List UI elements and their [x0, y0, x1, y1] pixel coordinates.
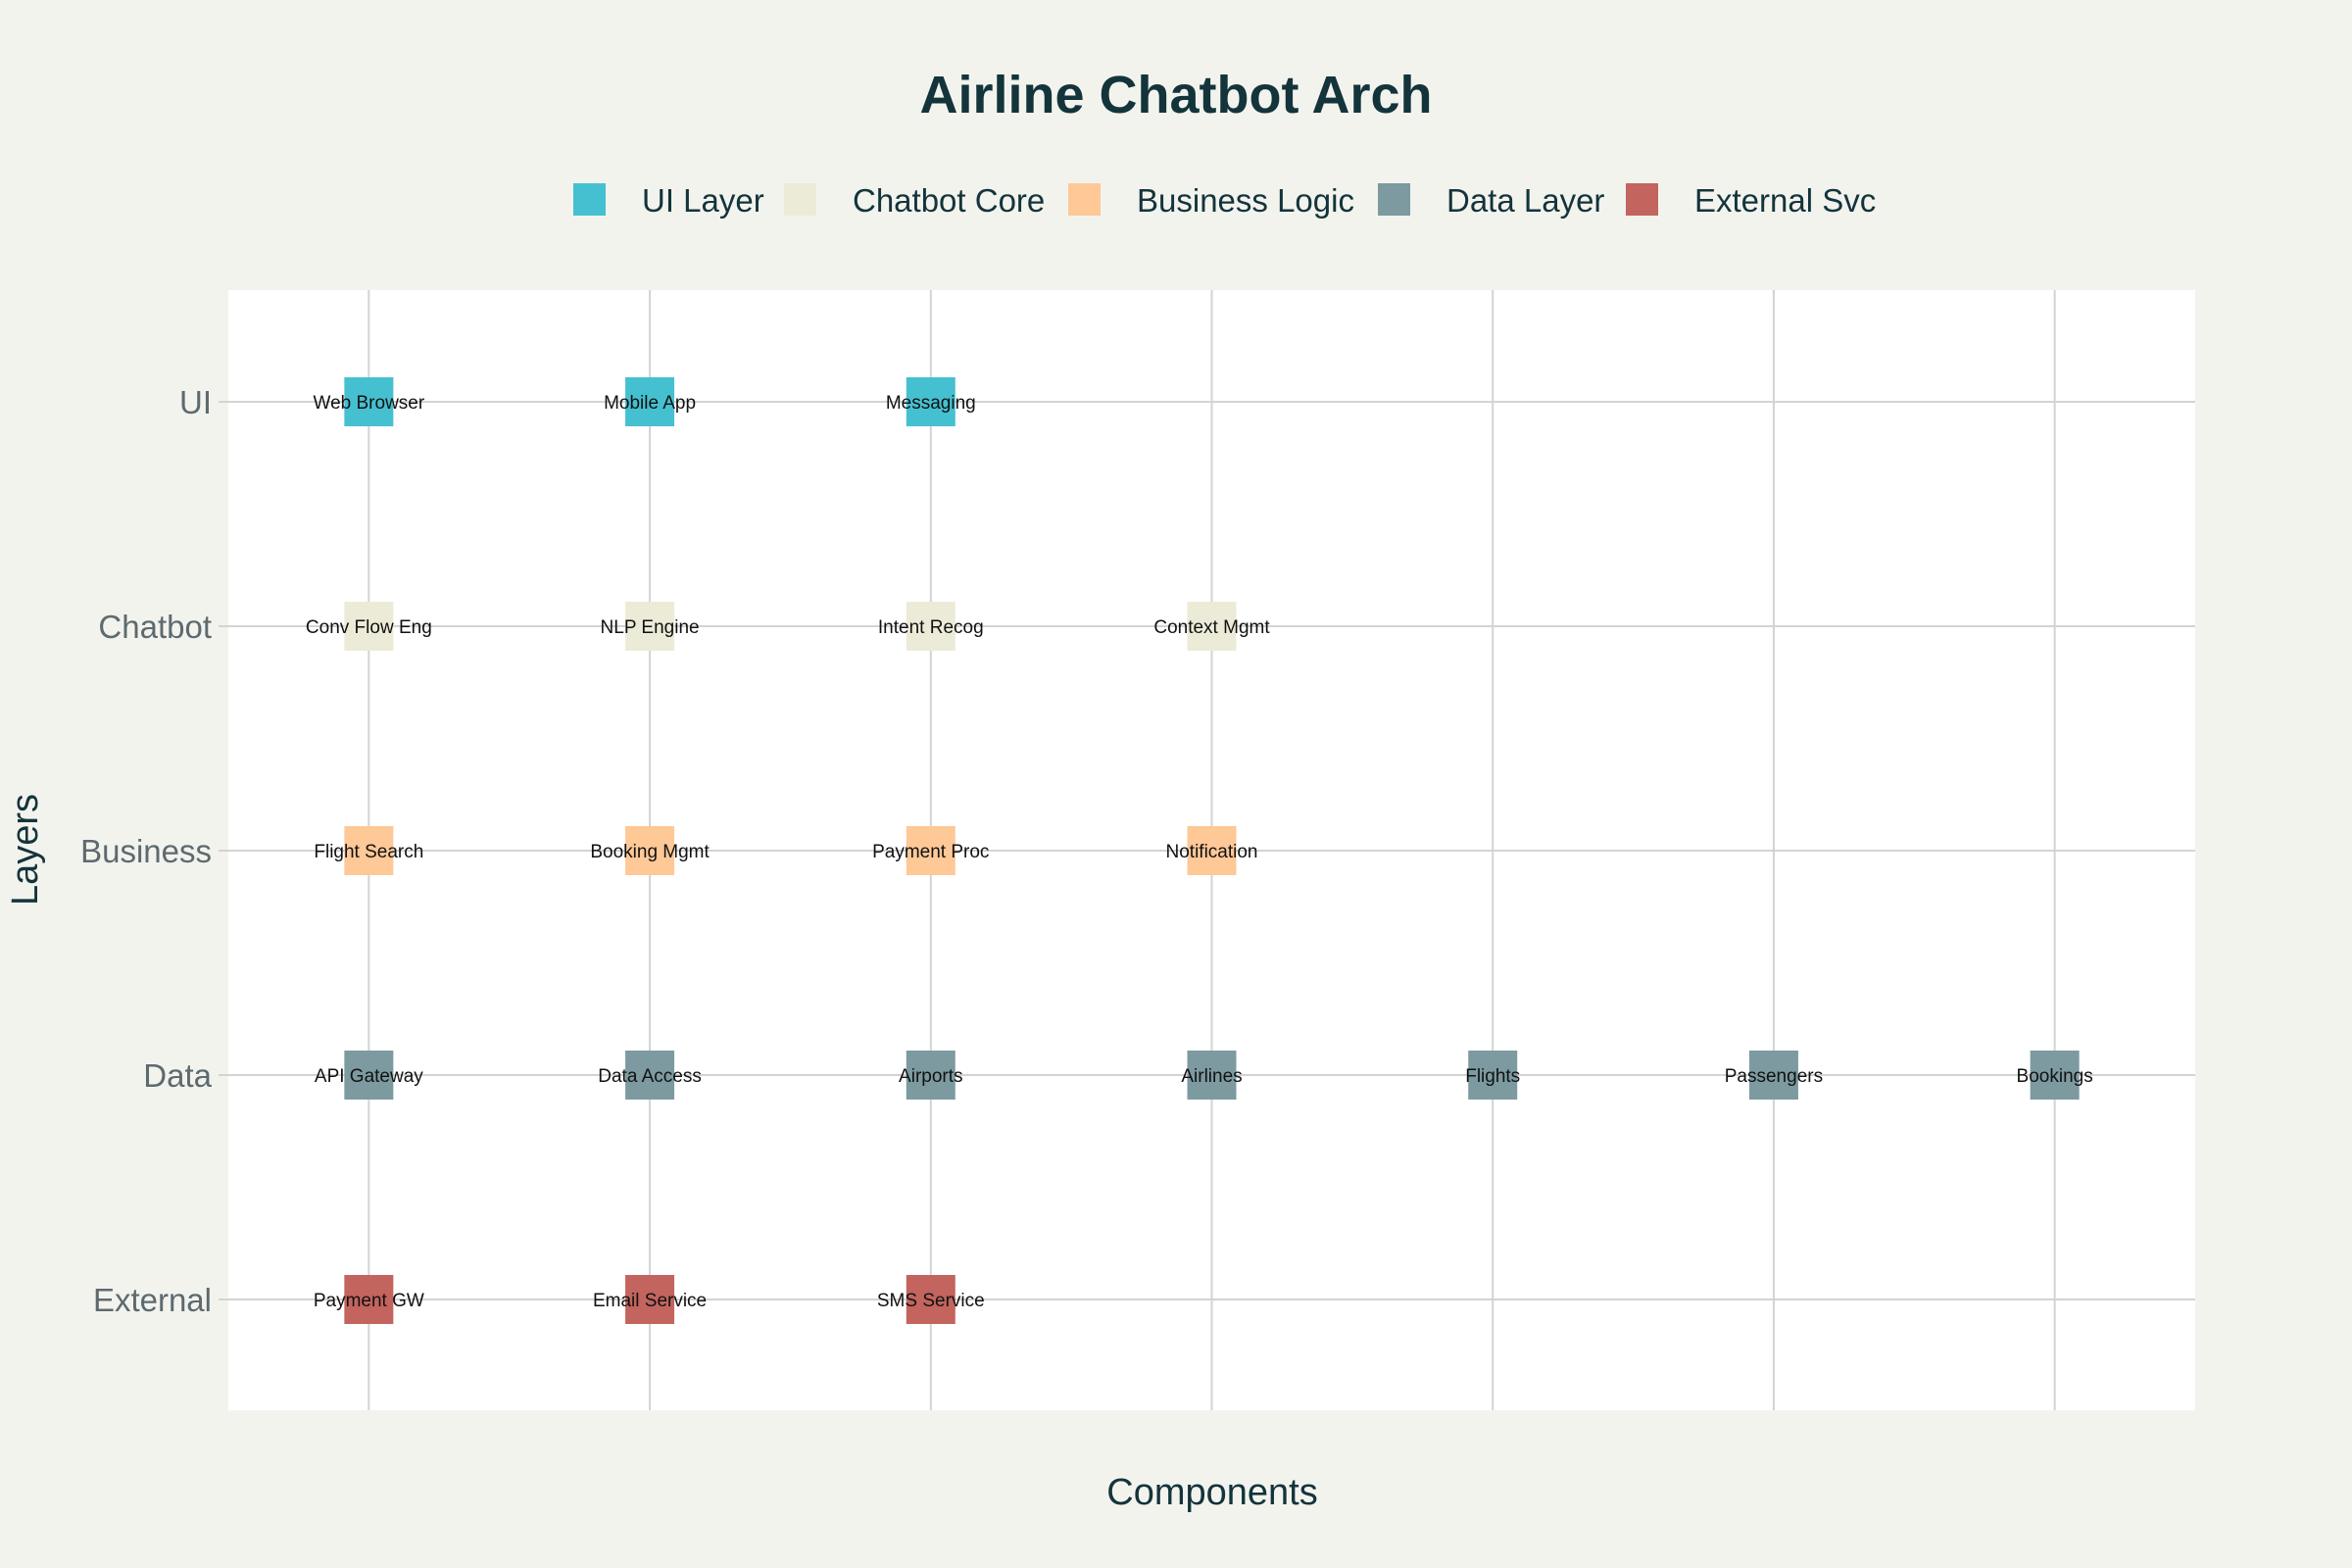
data-point-label: Context Mgmt	[1153, 617, 1270, 638]
legend-swatch[interactable]	[1626, 183, 1658, 216]
data-point[interactable]	[625, 1051, 675, 1100]
legend-item-label[interactable]: Chatbot Core	[853, 182, 1045, 219]
data-point-label: Intent Recog	[878, 617, 984, 638]
data-point-label: Payment Proc	[872, 842, 989, 862]
data-point-label: Airports	[899, 1066, 962, 1087]
data-point[interactable]	[906, 1051, 956, 1100]
legend-swatch[interactable]	[784, 183, 816, 216]
legend: UI Layer Chatbot Core Business Logic Data L…	[573, 182, 1876, 219]
data-point-label: Flights	[1465, 1066, 1520, 1087]
legend-swatch[interactable]	[1068, 183, 1101, 216]
legend-item-label[interactable]: External Svc	[1694, 182, 1876, 219]
data-point[interactable]	[906, 377, 956, 426]
legend-swatch[interactable]	[1378, 183, 1410, 216]
data-point-label: Bookings	[2017, 1066, 2093, 1087]
data-point[interactable]	[344, 1275, 394, 1324]
data-point[interactable]	[625, 1275, 675, 1324]
data-point[interactable]	[1748, 1051, 1798, 1100]
y-tick-label: Business	[80, 833, 212, 869]
legend-item-label[interactable]: Data Layer	[1446, 182, 1604, 219]
chart-title: Airline Chatbot Arch	[919, 66, 1432, 124]
data-point[interactable]	[344, 377, 394, 426]
data-point[interactable]	[1187, 826, 1237, 875]
data-point[interactable]	[344, 602, 394, 651]
data-point-label: Web Browser	[314, 393, 425, 414]
data-point-label: Payment GW	[314, 1291, 424, 1311]
data-point[interactable]	[1468, 1051, 1518, 1100]
data-point-label: API Gateway	[315, 1066, 423, 1087]
y-tick-label: Data	[143, 1057, 212, 1094]
data-point-label: Airlines	[1181, 1066, 1242, 1087]
data-marks: Web Browser Mobile App Messaging Conv Flow …	[306, 377, 2093, 1324]
data-point-label: Passengers	[1725, 1066, 1823, 1087]
data-point[interactable]	[1187, 1051, 1237, 1100]
legend-item-label[interactable]: UI Layer	[642, 182, 764, 219]
y-axis-title: Layers	[5, 794, 46, 906]
data-point-label: Booking Mgmt	[590, 842, 710, 862]
data-point-label: Conv Flow Eng	[306, 617, 432, 638]
data-point-label: Notification	[1166, 842, 1258, 862]
y-tick-label: UI	[179, 384, 212, 420]
legend-item-label[interactable]: Business Logic	[1137, 182, 1354, 219]
data-point[interactable]	[2030, 1051, 2080, 1100]
data-point-label: Messaging	[886, 393, 976, 414]
data-point-label: Mobile App	[604, 393, 696, 414]
data-point-label: Flight Search	[314, 842, 423, 862]
data-point-label: NLP Engine	[601, 617, 700, 638]
data-point[interactable]	[1187, 602, 1237, 651]
y-tick-label: External	[93, 1282, 212, 1318]
data-point-label: Data Access	[598, 1066, 702, 1087]
y-tick-label: Chatbot	[98, 609, 212, 645]
data-point[interactable]	[344, 1051, 394, 1100]
data-point-label: Email Service	[593, 1291, 707, 1311]
y-tick-labels: UI Chatbot Business Data External	[80, 384, 213, 1318]
data-point[interactable]	[906, 602, 956, 651]
data-point[interactable]	[625, 377, 675, 426]
data-point[interactable]	[625, 602, 675, 651]
data-point[interactable]	[906, 826, 956, 875]
data-point[interactable]	[344, 826, 394, 875]
legend-swatch[interactable]	[573, 183, 606, 216]
x-axis-title: Components	[1106, 1472, 1317, 1513]
data-point[interactable]	[625, 826, 675, 875]
data-point-label: SMS Service	[877, 1291, 985, 1311]
data-point[interactable]	[906, 1275, 956, 1324]
